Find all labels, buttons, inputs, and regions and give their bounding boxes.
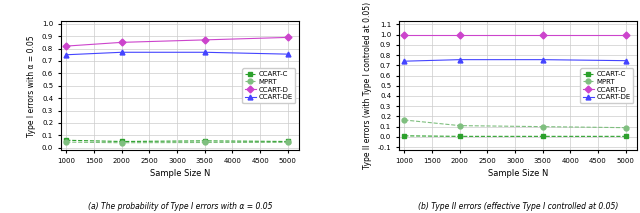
MPRT [539,125,547,128]
CCART-DE [622,59,630,62]
CCART-DE [63,53,70,56]
CCART-C [622,135,630,138]
CCART-C [401,135,408,137]
MPRT [201,141,209,144]
X-axis label: Sample Size N: Sample Size N [150,169,210,178]
Line: CCART-DE: CCART-DE [402,57,628,64]
CCART-DE [118,51,125,53]
CCART-DE [456,58,463,61]
MPRT [401,119,408,121]
MPRT [622,126,630,129]
Legend: CCART-C, MPRT, CCART-D, CCART-DE: CCART-C, MPRT, CCART-D, CCART-DE [580,68,634,103]
X-axis label: Sample Size N: Sample Size N [488,169,548,178]
Line: CCART-D: CCART-D [402,32,628,37]
CCART-D [63,45,70,47]
Y-axis label: Type I errors with α = 0.05: Type I errors with α = 0.05 [28,35,36,137]
CCART-D [284,36,292,39]
Legend: CCART-C, MPRT, CCART-D, CCART-DE: CCART-C, MPRT, CCART-D, CCART-DE [243,68,295,103]
Line: CCART-D: CCART-D [64,35,290,49]
CCART-C [201,140,209,142]
Line: MPRT: MPRT [402,118,628,130]
CCART-C [63,139,70,141]
Line: CCART-DE: CCART-DE [64,50,290,57]
CCART-DE [201,51,209,53]
CCART-D [118,41,125,44]
CCART-C [118,140,125,143]
CCART-D [201,39,209,41]
CCART-D [622,33,630,36]
MPRT [118,141,125,144]
Line: CCART-C: CCART-C [402,133,628,139]
CCART-C [456,135,463,138]
Y-axis label: Type II errors (with Type I controled at 0.05): Type II errors (with Type I controled at… [363,2,372,169]
Line: CCART-C: CCART-C [64,138,290,144]
CCART-C [539,135,547,138]
CCART-DE [539,58,547,61]
CCART-D [401,33,408,36]
CCART-D [456,33,463,36]
MPRT [284,141,292,144]
Line: MPRT: MPRT [64,140,290,145]
CCART-DE [284,53,292,55]
MPRT [63,141,70,143]
Text: (b) Type II errors (effective Type I controlled at 0.05): (b) Type II errors (effective Type I con… [418,202,618,211]
MPRT [456,124,463,127]
CCART-D [539,33,547,36]
CCART-DE [401,60,408,62]
Text: (a) The probability of Type I errors with α = 0.05: (a) The probability of Type I errors wit… [88,202,272,211]
CCART-C [284,140,292,143]
